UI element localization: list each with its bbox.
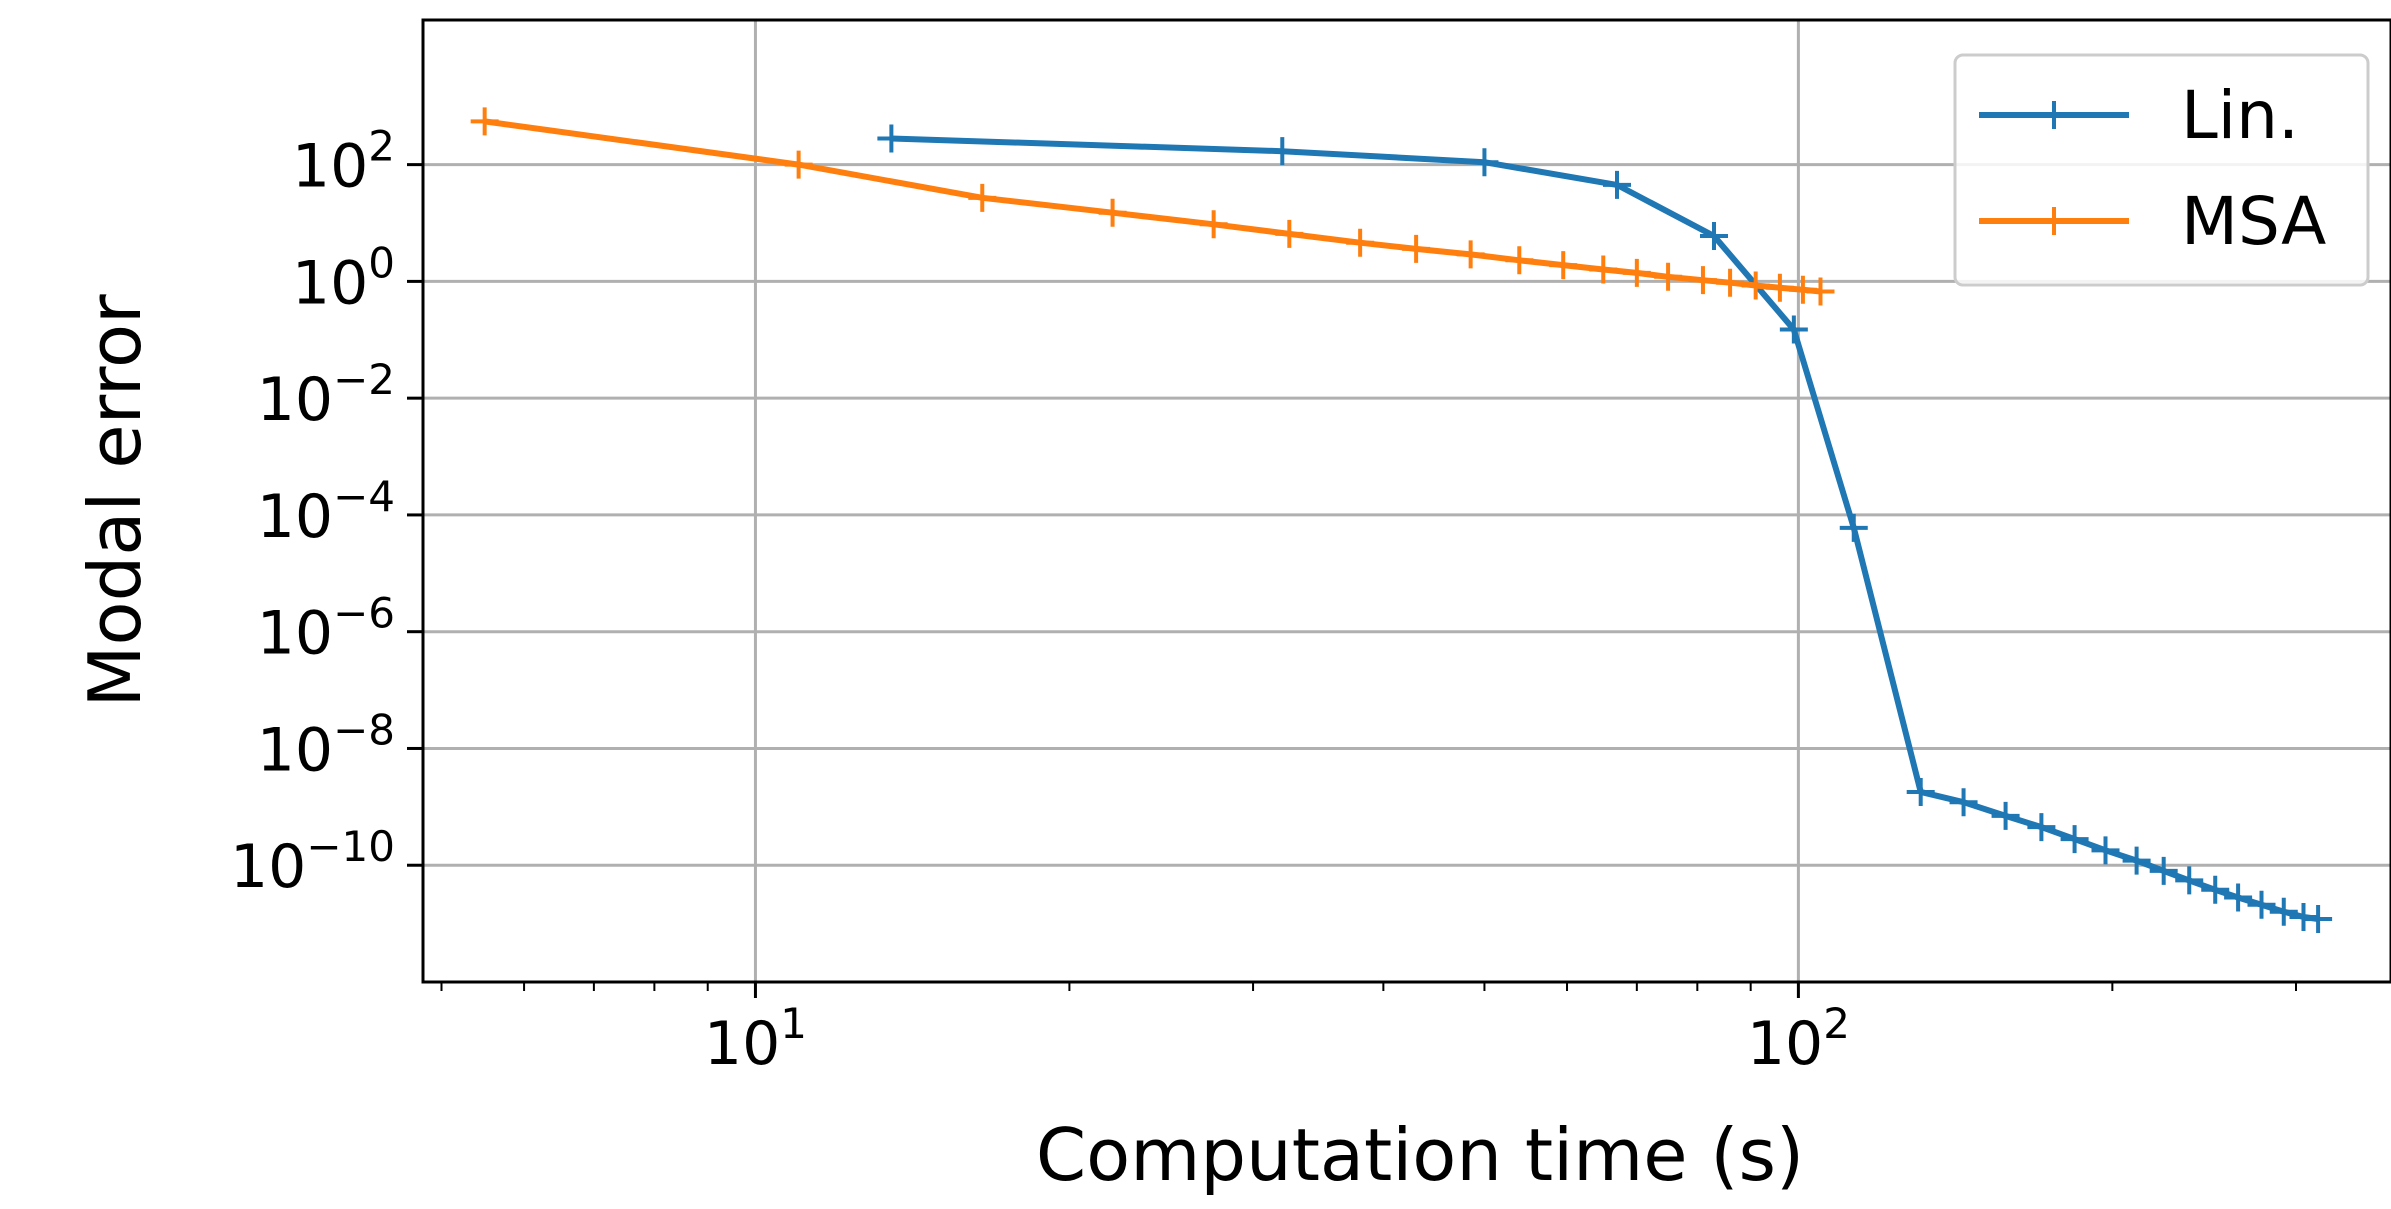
x-axis-title: Computation time (s) — [1036, 1113, 1804, 1197]
data-point-msa — [1741, 271, 1770, 300]
data-point-msa — [784, 150, 813, 179]
data-point-msa — [1275, 219, 1304, 248]
series-layer — [470, 107, 2333, 933]
x-tick-label: 101 — [704, 999, 807, 1079]
data-point-lin — [1991, 801, 2020, 830]
data-point-lin — [877, 124, 906, 153]
y-tick-label: 10−6 — [257, 589, 395, 669]
axis-ticks: 101 102 102 100 10−2 10−4 10−6 10−8 10−10 — [230, 122, 1850, 1079]
data-point-lin — [1949, 788, 1978, 817]
legend-label-msa: MSA — [2181, 183, 2326, 260]
data-point-lin — [1700, 221, 1728, 250]
data-point-lin — [1268, 137, 1297, 166]
legend-marker-msa — [2040, 207, 2068, 235]
data-point-msa — [1654, 262, 1683, 291]
data-point-lin — [2060, 825, 2089, 854]
y-tick-label: 10−4 — [257, 472, 395, 552]
data-point-lin — [1906, 777, 1935, 806]
y-tick-label: 102 — [292, 122, 395, 202]
legend-marker-lin — [2040, 101, 2068, 129]
legend: Lin. MSA — [1953, 53, 2370, 287]
data-point-msa — [1346, 228, 1375, 257]
data-point-lin — [1779, 315, 1808, 344]
y-tick-label: 10−10 — [230, 822, 395, 902]
y-tick-label: 10−2 — [257, 355, 395, 435]
data-point-lin — [2269, 897, 2298, 926]
y-tick-label: 10−8 — [257, 705, 395, 785]
series-line-lin — [891, 135, 2319, 922]
data-point-msa — [1456, 240, 1485, 269]
data-point-msa — [1199, 210, 1228, 239]
data-point-lin — [2247, 890, 2276, 919]
grid-lines — [423, 20, 2391, 982]
data-point-msa — [1765, 273, 1794, 302]
data-point-msa — [1622, 258, 1651, 287]
data-point-lin — [2122, 846, 2151, 875]
data-point-lin — [2304, 904, 2333, 933]
data-point-msa — [1098, 198, 1127, 227]
legend-label-lin: Lin. — [2181, 77, 2299, 154]
data-point-lin — [1603, 170, 1631, 199]
data-point-msa — [1688, 266, 1717, 295]
y-axis-title: Modal error — [73, 294, 157, 708]
data-point-lin — [2289, 902, 2318, 931]
data-point-lin — [2091, 836, 2120, 865]
data-point-lin — [1839, 513, 1868, 542]
data-point-lin — [2201, 875, 2230, 904]
data-point-msa — [470, 107, 499, 136]
y-tick-label: 100 — [292, 238, 395, 318]
data-point-msa — [1505, 246, 1534, 275]
data-point-lin — [2224, 883, 2253, 912]
data-point-lin — [2149, 856, 2178, 885]
data-point-lin — [2175, 866, 2204, 895]
data-point-msa — [1716, 268, 1745, 297]
data-point-msa — [1589, 255, 1618, 284]
data-point-lin — [2027, 813, 2056, 842]
data-point-msa — [1549, 251, 1578, 280]
data-point-lin — [1470, 148, 1499, 177]
data-point-msa — [968, 183, 997, 212]
x-tick-label: 102 — [1747, 999, 1850, 1079]
plot-area-frame — [421, 18, 2391, 984]
data-point-msa — [1402, 234, 1431, 263]
data-point-msa — [1806, 277, 1835, 306]
